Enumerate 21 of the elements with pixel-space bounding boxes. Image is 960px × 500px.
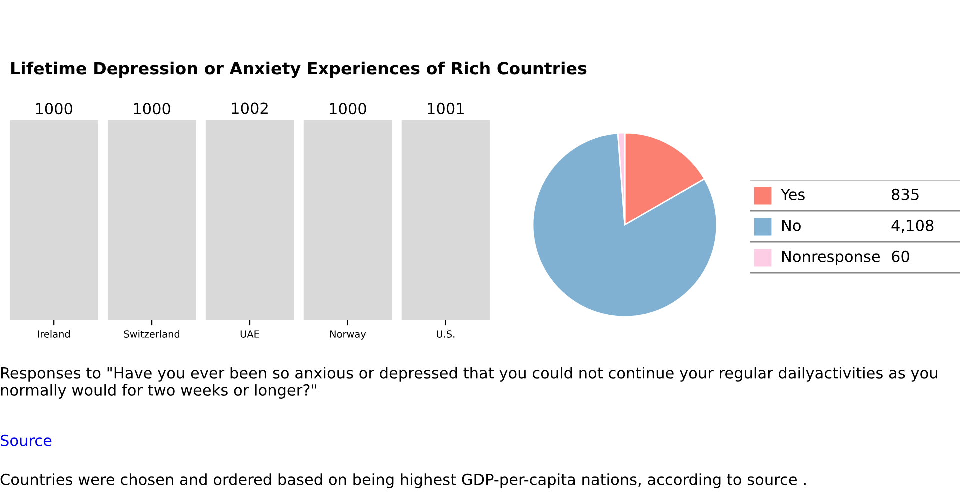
text: Source — [1, 434, 52, 446]
legend-label: No — [782, 220, 801, 232]
text: Countries were chosen and ordered based on being highest GDP-per-capita nations, according to source . — [0, 474, 806, 488]
data-label: 1001 — [428, 102, 464, 114]
data-label: 1002 — [232, 102, 268, 114]
x-tick-label: Norway — [330, 330, 366, 340]
x-tick-label: Switzerland — [124, 330, 180, 338]
x-tick-label: U.S. — [437, 330, 455, 338]
chart-title: Lifetime Depression or Anxiety Experiences of Rich Countries — [12, 62, 587, 78]
pie-slice — [532, 132, 718, 318]
legend-label: Nonresponse — [782, 251, 880, 266]
data-label: 1000 — [134, 103, 170, 115]
data-label: 4,108 — [892, 220, 934, 233]
data-label: 1000 — [330, 103, 366, 115]
data-label: 835 — [892, 188, 919, 200]
data-label: 60 — [892, 250, 910, 262]
x-tick-label: Ireland — [38, 330, 70, 338]
text: Responses to "Have you ever been so anxious or depressed that you could not continue your regular dailyactivities as you normally would for two weeks or longer?" — [1, 367, 938, 399]
x-tick-label: UAE — [240, 330, 260, 338]
legend-label: Yes — [780, 189, 805, 200]
data-label: 1000 — [36, 103, 73, 115]
